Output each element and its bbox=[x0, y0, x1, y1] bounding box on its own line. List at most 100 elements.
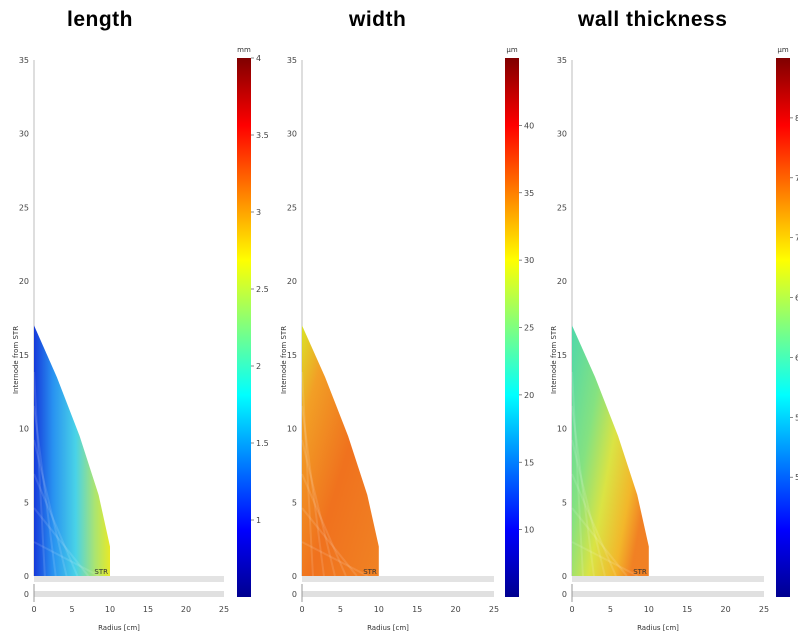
colorbar-tick-label: 35 bbox=[524, 189, 534, 198]
x-tick-label: 15 bbox=[682, 605, 692, 614]
heatmap-streak bbox=[301, 405, 325, 577]
colorbar-tick-label: 5.5 bbox=[795, 413, 798, 422]
y-tick-label: 20 bbox=[19, 277, 29, 286]
x-axis-strip bbox=[572, 591, 764, 597]
str-annotation: STR bbox=[633, 568, 647, 576]
heatmap-streak bbox=[33, 507, 90, 577]
x-tick-label: 25 bbox=[759, 605, 769, 614]
y-tick-label: 5 bbox=[562, 498, 567, 507]
heatmap-streak bbox=[301, 439, 336, 577]
colorbar-tick-label: 4 bbox=[256, 54, 261, 63]
y-tick-label: 30 bbox=[287, 130, 297, 139]
y-tick-label: 0 bbox=[292, 590, 297, 599]
colorbar bbox=[505, 58, 519, 597]
heatmap-streak bbox=[33, 439, 68, 577]
x-tick-label: 20 bbox=[181, 605, 191, 614]
colorbar-tick-label: 7.5 bbox=[795, 174, 798, 183]
heatmap-streak bbox=[571, 371, 584, 577]
heatmap-region bbox=[572, 325, 649, 576]
y-tick-label: 10 bbox=[557, 425, 567, 434]
heatmap-streak bbox=[571, 507, 628, 577]
colorbar-tick-label: 3 bbox=[256, 208, 261, 217]
heatmap-streak bbox=[571, 541, 639, 577]
colorbar-tick-label: 2.5 bbox=[256, 285, 269, 294]
y-tick-label: 30 bbox=[557, 130, 567, 139]
colorbar-unit: mm bbox=[237, 46, 251, 54]
y-tick-label: 0 bbox=[292, 572, 297, 581]
y-axis-label: Internode from STR bbox=[550, 326, 558, 394]
y-tick-label: 20 bbox=[287, 277, 297, 286]
colorbar-tick-label: 8 bbox=[795, 114, 798, 123]
heatmap-streak bbox=[33, 541, 100, 577]
colorbar-tick-label: 1 bbox=[256, 516, 261, 525]
y-tick-label: 20 bbox=[557, 277, 567, 286]
heatmap-streak bbox=[33, 405, 57, 577]
x-tick-label: 5 bbox=[69, 605, 74, 614]
colorbar-tick-label: 1.5 bbox=[256, 439, 269, 448]
heatmap-streak bbox=[33, 473, 79, 577]
heatmap-streak bbox=[571, 439, 606, 577]
colorbar-tick-label: 10 bbox=[524, 526, 534, 535]
colorbar-tick-label: 6 bbox=[795, 353, 798, 362]
y-tick-label: 0 bbox=[24, 572, 29, 581]
y-axis-label: Internode from STR bbox=[12, 326, 20, 394]
str-annotation: STR bbox=[94, 568, 108, 576]
y-tick-label: 10 bbox=[287, 425, 297, 434]
x-axis-label: Radius [cm] bbox=[637, 624, 679, 632]
x-tick-label: 20 bbox=[451, 605, 461, 614]
colorbar-unit: µm bbox=[506, 46, 517, 54]
x-tick-label: 25 bbox=[489, 605, 499, 614]
colorbar-tick-label: 6.5 bbox=[795, 294, 798, 303]
colorbar-tick-label: 20 bbox=[524, 391, 534, 400]
heatmap-streak bbox=[301, 473, 347, 577]
colorbar-tick-label: 40 bbox=[524, 121, 534, 130]
x-tick-label: 0 bbox=[31, 605, 36, 614]
heatmap-streak bbox=[301, 507, 358, 577]
y-axis-label: Internode from STR bbox=[280, 326, 288, 394]
heatmap-streak bbox=[33, 371, 46, 577]
heatmap-streak bbox=[571, 473, 617, 577]
panel-title-width: width bbox=[349, 8, 407, 31]
x-tick-label: 15 bbox=[143, 605, 153, 614]
y-tick-label: 5 bbox=[24, 498, 29, 507]
x-tick-label: 10 bbox=[644, 605, 654, 614]
y-tick-label: 25 bbox=[557, 203, 567, 212]
heatmap-region bbox=[302, 325, 379, 576]
x-axis-label: Radius [cm] bbox=[98, 624, 140, 632]
str-annotation: STR bbox=[363, 568, 377, 576]
y-tick-label: 0 bbox=[24, 590, 29, 599]
colorbar-tick-label: 7 bbox=[795, 234, 798, 243]
x-tick-label: 15 bbox=[412, 605, 422, 614]
x-tick-label: 10 bbox=[374, 605, 384, 614]
colorbar-tick-label: 5 bbox=[795, 473, 798, 482]
y-tick-label: 35 bbox=[287, 56, 297, 65]
x-tick-label: 5 bbox=[338, 605, 343, 614]
colorbar bbox=[237, 58, 251, 597]
y-tick-label: 25 bbox=[287, 203, 297, 212]
colorbar bbox=[776, 58, 790, 597]
heatmap-streak bbox=[301, 541, 369, 577]
y-tick-label: 10 bbox=[19, 425, 29, 434]
str-band bbox=[302, 576, 494, 582]
colorbar-tick-label: 15 bbox=[524, 458, 534, 467]
colorbar-tick-label: 30 bbox=[524, 256, 534, 265]
heatmap-streak bbox=[571, 405, 595, 577]
x-tick-label: 0 bbox=[569, 605, 574, 614]
y-tick-label: 0 bbox=[562, 572, 567, 581]
heatmap-region bbox=[34, 325, 110, 576]
colorbar-tick-label: 2 bbox=[256, 362, 261, 371]
panel-title-length: length bbox=[67, 8, 133, 31]
x-tick-label: 0 bbox=[299, 605, 304, 614]
y-tick-label: 15 bbox=[557, 351, 567, 360]
y-tick-label: 25 bbox=[19, 203, 29, 212]
heatmap-streak bbox=[301, 371, 314, 577]
x-axis-strip bbox=[302, 591, 494, 597]
x-axis-label: Radius [cm] bbox=[367, 624, 409, 632]
x-tick-label: 25 bbox=[219, 605, 229, 614]
x-tick-label: 5 bbox=[608, 605, 613, 614]
colorbar-tick-label: 25 bbox=[524, 324, 534, 333]
panel-title-wall-thickness: wall thickness bbox=[578, 8, 728, 31]
